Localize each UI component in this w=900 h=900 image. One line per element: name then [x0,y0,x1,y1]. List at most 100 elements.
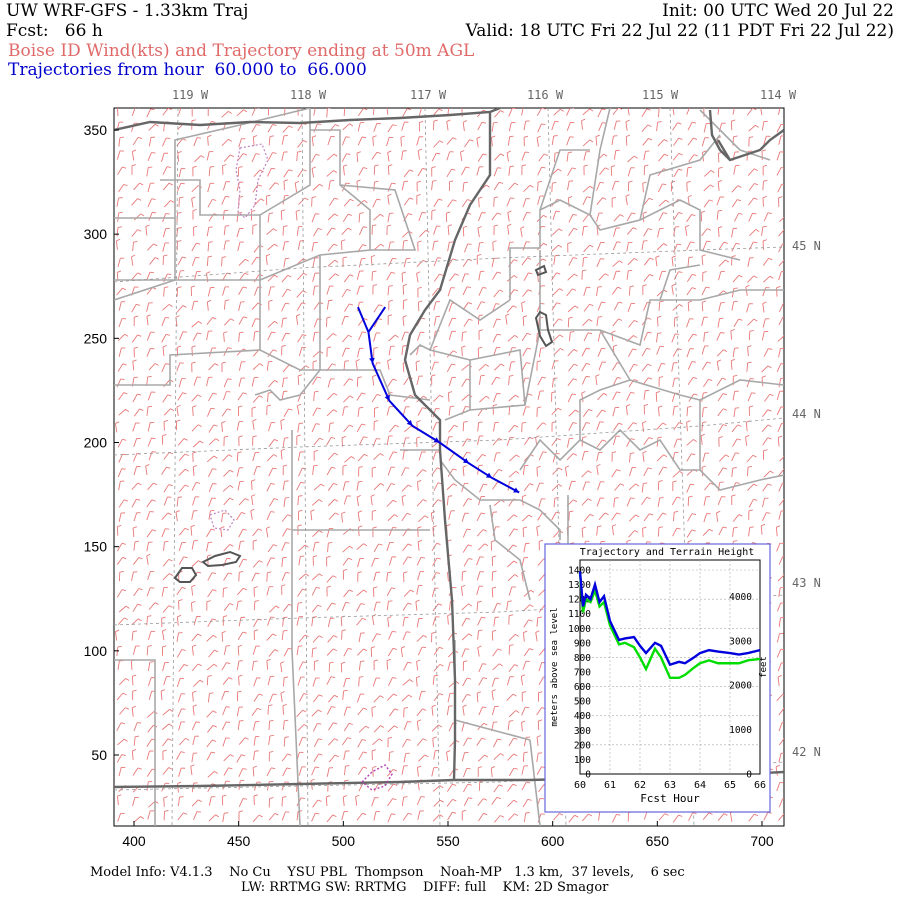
wind-barb [191,782,198,793]
wind-barb [133,540,140,551]
wind-barb [446,750,451,762]
wind-barb [776,390,784,400]
map-y-tick-label: 250 [84,330,108,346]
wind-barb [162,573,174,581]
wind-barb [597,108,606,118]
wind-barb [178,527,189,536]
wind-barb [508,470,520,478]
wind-barb [238,768,247,777]
wind-barb [221,794,227,806]
wind-barb [493,452,501,462]
wind-barb [341,227,352,235]
wind-barb [311,604,322,613]
wind-barb [359,436,368,446]
wind-barb [176,419,181,431]
wind-barb [551,228,563,236]
terrain-height-line [578,572,761,680]
wind-barb [778,347,784,358]
wind-barb [581,498,592,506]
wind-barb [522,347,532,357]
wind-barb [522,464,529,475]
wind-barb [283,408,293,417]
wind-barb [282,225,288,236]
wind-barb [207,572,217,581]
wind-barb [236,600,243,611]
wind-barb [341,315,349,326]
wind-barb [281,151,288,161]
wind-barb [701,254,706,266]
wind-barb [731,494,736,506]
wind-barb [508,737,518,747]
wind-barb [356,392,366,401]
wind-barb [628,452,635,463]
wind-barb [582,481,590,491]
wind-barb [253,750,259,761]
wind-barb [490,540,496,551]
wind-barb [223,225,230,236]
wind-barb [116,226,122,237]
wind-barb [538,153,548,162]
wind-barb [131,272,142,281]
wind-barb [178,767,186,777]
wind-barb [221,361,226,373]
wind-barb [206,151,214,161]
wind-barb [433,273,444,282]
wind-barb [673,422,683,431]
wind-barb [612,435,620,445]
wind-barb [416,556,426,566]
wind-barb [358,331,367,341]
wind-barb [520,674,526,686]
wind-barb [133,816,145,823]
wind-barb [386,499,397,508]
wind-barb [147,198,156,208]
wind-barb [207,771,218,778]
wind-barb [326,814,337,823]
wind-barb [280,448,286,460]
wind-barb [596,497,605,507]
inset-x-ticks: 60 61 62 63 64 65 66 [574,780,766,791]
wind-barb [581,526,586,538]
wind-barb [147,810,155,820]
wind-barb [731,300,738,311]
wind-barb [132,240,138,252]
wind-barb [476,600,482,612]
wind-barb [298,467,307,477]
wind-barb [536,525,541,537]
wind-barb [194,155,205,163]
wind-barb [311,135,317,147]
wind-barb [657,497,664,507]
wind-barb [388,556,397,566]
wind-barb [415,599,420,611]
wind-barb [373,601,381,612]
wind-barb [464,139,474,148]
wind-barb [344,456,355,463]
wind-barb [568,257,578,266]
wind-barb [448,424,458,433]
wind-barb [581,225,588,236]
wind-barb [236,227,244,238]
wind-barb [553,151,560,163]
wind-barb [131,198,142,206]
wind-barb [748,498,758,508]
wind-barb [553,812,564,821]
wind-barb [552,334,564,342]
wind-barb [447,241,454,252]
wind-barb [373,586,378,597]
wind-barb [356,151,361,163]
wind-barb [371,633,381,642]
wind-barb [237,720,244,730]
wind-barb [416,796,425,806]
wind-barb [266,586,274,596]
wind-barb [493,167,502,177]
wind-barb [506,514,518,522]
wind-barb [282,241,289,251]
wind-barb [221,420,226,432]
wind-barb [342,334,353,343]
wind-barb [658,199,670,207]
wind-barb [190,285,196,297]
wind-barb [162,767,173,775]
wind-barb [431,631,436,643]
wind-barb [671,362,678,372]
wind-barb [596,181,604,191]
